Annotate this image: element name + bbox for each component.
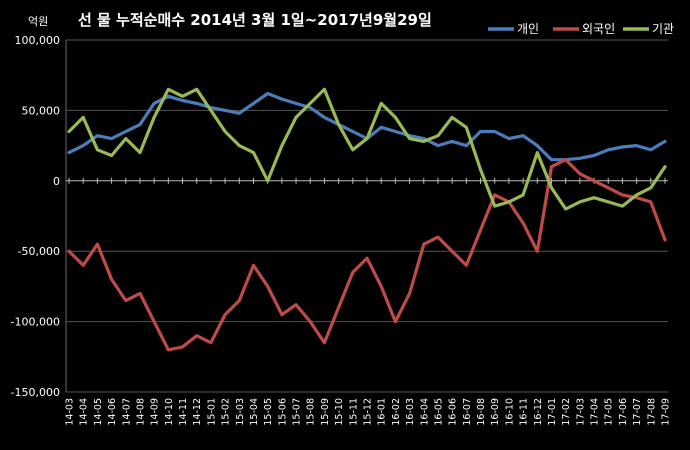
x-tick-label: 16-05	[433, 398, 444, 426]
legend-label: 외국인	[582, 22, 615, 36]
x-tick-label: 15-09	[320, 398, 331, 426]
x-tick-label: 17-06	[618, 398, 629, 426]
y-axis-unit-label: 억원	[28, 15, 48, 28]
x-tick-label: 15-04	[249, 398, 260, 426]
x-tick-label: 16-06	[448, 398, 459, 426]
x-tick-label: 15-05	[263, 398, 274, 426]
x-tick-label: 16-09	[490, 398, 501, 426]
x-tick-label: 14-06	[107, 398, 118, 426]
x-tick-label: 17-01	[547, 398, 558, 426]
x-tick-label: 17-05	[604, 398, 615, 426]
x-tick-label: 17-03	[575, 398, 586, 426]
x-tick-label: 14-03	[65, 398, 76, 426]
x-tick-label: 15-02	[221, 398, 232, 426]
gridlines	[65, 39, 668, 393]
x-tick-label: 15-07	[292, 398, 303, 426]
y-tick-label: 100,000	[15, 34, 61, 47]
x-tick-label: 17-09	[661, 398, 672, 426]
x-tick-label: 16-12	[533, 398, 544, 426]
x-tick-label: 17-08	[646, 398, 657, 426]
legend: 개인 외국인 기관	[488, 22, 674, 36]
x-tick-label: 14-04	[79, 398, 90, 426]
x-tick-label: 16-10	[504, 398, 515, 426]
y-tick-label: -150,000	[11, 386, 60, 399]
x-tick-label: 17-07	[632, 398, 643, 426]
x-tick-label: 14-11	[178, 398, 189, 426]
x-tick-label: 15-08	[306, 398, 317, 426]
series-line-1	[67, 158, 667, 352]
x-tick-label: 16-08	[476, 398, 487, 426]
y-tick-label: -100,000	[11, 316, 60, 329]
series-lines	[67, 87, 667, 352]
x-tick-label: 15-01	[206, 398, 217, 426]
y-tick-label: -50,000	[18, 245, 60, 258]
x-tick-label: 14-12	[192, 398, 203, 426]
x-tick-label: 14-10	[164, 398, 175, 426]
legend-label: 개인	[517, 22, 539, 36]
x-tick-label: 16-11	[519, 398, 530, 426]
chart-title: 선 물 누적순매수 2014년 3월 1일~2017년9월29일	[78, 11, 432, 29]
x-tick-label: 15-03	[235, 398, 246, 426]
x-tick-label: 16-03	[405, 398, 416, 426]
x-tick-label: 16-04	[419, 398, 430, 426]
x-tick-label: 15-06	[277, 398, 288, 426]
y-axis-ticks: 100,000 50,000 0 -50,000 -100,000 -150,000	[11, 34, 60, 399]
legend-label: 기관	[652, 22, 674, 36]
x-tick-label: 15-10	[334, 398, 345, 426]
y-tick-label: 0	[53, 175, 60, 188]
x-tick-label: 14-07	[121, 398, 132, 426]
series-line-2	[67, 87, 667, 211]
x-tick-label: 16-02	[391, 398, 402, 426]
x-tick-label: 14-08	[135, 398, 146, 426]
x-tick-label: 15-11	[348, 398, 359, 426]
x-tick-label: 17-02	[561, 398, 572, 426]
x-tick-label: 14-09	[150, 398, 161, 426]
x-tick-label: 17-04	[590, 398, 601, 426]
x-tick-label: 15-12	[363, 398, 374, 426]
x-axis-ticks: 14-03 14-04 14-05 14-06 14-07 14-08 14-09 14-10…	[65, 177, 672, 426]
y-tick-label: 50,000	[22, 104, 61, 117]
x-tick-label: 16-01	[377, 398, 388, 426]
x-tick-label: 16-07	[462, 398, 473, 426]
x-tick-label: 14-05	[93, 398, 104, 426]
